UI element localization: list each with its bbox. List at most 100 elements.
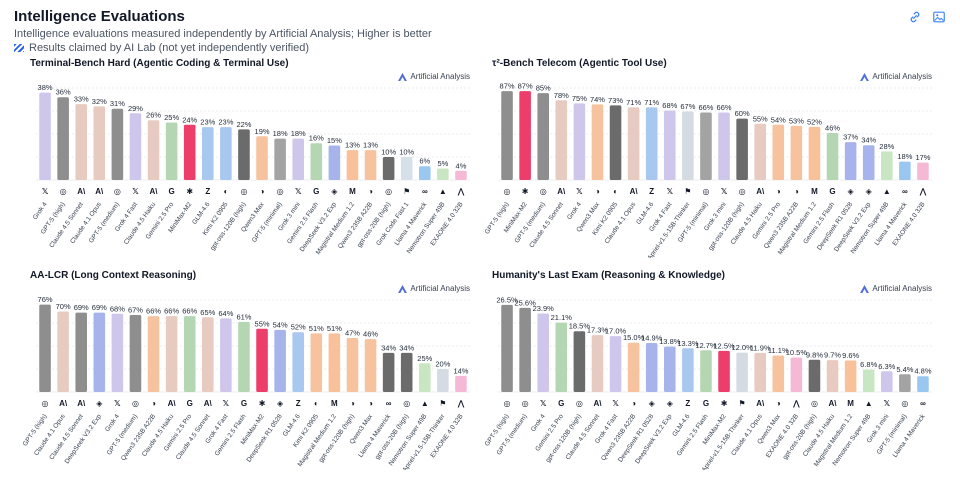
bar[interactable] — [609, 105, 622, 180]
bar[interactable] — [382, 352, 395, 392]
data-label: 22% — [236, 120, 251, 129]
bar[interactable] — [790, 357, 803, 393]
bar[interactable] — [202, 317, 214, 392]
bar[interactable] — [862, 145, 875, 180]
bar[interactable] — [437, 369, 449, 392]
bar[interactable] — [346, 337, 359, 392]
bar[interactable] — [328, 333, 341, 392]
bar[interactable] — [129, 113, 142, 180]
bar[interactable] — [862, 369, 875, 392]
bar[interactable] — [220, 318, 232, 392]
data-label: 38% — [38, 83, 53, 92]
bar[interactable] — [57, 97, 69, 180]
bar[interactable] — [256, 136, 268, 180]
bar[interactable] — [808, 126, 821, 180]
bar[interactable] — [917, 162, 929, 180]
bar[interactable] — [455, 170, 467, 180]
bar[interactable] — [627, 342, 640, 392]
bar[interactable] — [147, 316, 160, 392]
bar[interactable] — [111, 108, 124, 180]
bar[interactable] — [437, 168, 449, 181]
bar[interactable] — [573, 103, 586, 180]
bar[interactable] — [111, 313, 124, 392]
bar[interactable] — [202, 127, 214, 180]
bar[interactable] — [455, 375, 467, 392]
bar[interactable] — [57, 311, 69, 393]
bar[interactable] — [419, 363, 431, 392]
bar[interactable] — [501, 304, 513, 392]
bar[interactable] — [364, 150, 377, 180]
bar[interactable] — [899, 374, 911, 392]
bar[interactable] — [274, 329, 286, 392]
bar[interactable] — [346, 150, 359, 180]
bar[interactable] — [917, 376, 929, 392]
bar[interactable] — [93, 312, 106, 392]
bar[interactable] — [664, 346, 676, 392]
link-icon[interactable] — [908, 10, 922, 24]
bar[interactable] — [736, 118, 748, 180]
bar[interactable] — [844, 360, 857, 392]
bar[interactable] — [382, 157, 395, 180]
bar[interactable] — [754, 123, 766, 180]
bar[interactable] — [310, 333, 323, 392]
bar[interactable] — [591, 335, 604, 392]
bar[interactable] — [664, 110, 676, 180]
bar[interactable] — [844, 142, 857, 180]
bar[interactable] — [700, 350, 712, 392]
bar[interactable] — [274, 138, 286, 180]
bar[interactable] — [754, 352, 766, 392]
bar[interactable] — [591, 104, 604, 180]
bar[interactable] — [328, 145, 341, 181]
bar[interactable] — [519, 91, 531, 180]
bar[interactable] — [183, 316, 196, 392]
bar[interactable] — [501, 91, 513, 180]
bar[interactable] — [129, 314, 142, 392]
bar[interactable] — [147, 120, 160, 180]
bar[interactable] — [165, 122, 178, 181]
bar[interactable] — [826, 132, 839, 180]
bar[interactable] — [39, 92, 51, 180]
bar[interactable] — [772, 355, 785, 392]
bar[interactable] — [573, 331, 586, 392]
bar[interactable] — [292, 332, 304, 392]
bar[interactable] — [238, 129, 250, 180]
bar[interactable] — [555, 322, 568, 392]
bar[interactable] — [537, 93, 549, 180]
bar[interactable] — [627, 107, 640, 180]
bar[interactable] — [808, 359, 821, 392]
bar[interactable] — [183, 124, 196, 180]
bar[interactable] — [93, 106, 106, 180]
bar[interactable] — [772, 124, 785, 180]
bar[interactable] — [75, 312, 87, 392]
bar[interactable] — [400, 352, 413, 392]
bar[interactable] — [364, 339, 377, 392]
bar[interactable] — [39, 304, 51, 392]
bar[interactable] — [718, 112, 730, 180]
image-icon[interactable] — [932, 10, 946, 24]
bar[interactable] — [645, 343, 658, 392]
bar[interactable] — [75, 104, 87, 180]
bar[interactable] — [645, 107, 658, 180]
bar[interactable] — [165, 316, 178, 392]
bar[interactable] — [899, 161, 911, 180]
bar[interactable] — [682, 111, 694, 180]
bar[interactable] — [238, 321, 250, 392]
bar[interactable] — [881, 151, 893, 180]
bar[interactable] — [718, 350, 730, 392]
bar[interactable] — [310, 143, 323, 180]
bar[interactable] — [419, 166, 431, 180]
bar[interactable] — [881, 371, 893, 392]
bar[interactable] — [256, 328, 268, 392]
bar[interactable] — [220, 127, 232, 180]
bar[interactable] — [700, 112, 712, 180]
bar[interactable] — [736, 352, 748, 392]
bar[interactable] — [519, 307, 531, 392]
bar[interactable] — [400, 157, 413, 180]
bar[interactable] — [826, 360, 839, 392]
bar[interactable] — [682, 348, 694, 392]
bar[interactable] — [555, 100, 568, 180]
bar[interactable] — [790, 125, 803, 180]
bar[interactable] — [537, 313, 549, 392]
bar[interactable] — [609, 336, 622, 392]
bar[interactable] — [292, 138, 304, 180]
